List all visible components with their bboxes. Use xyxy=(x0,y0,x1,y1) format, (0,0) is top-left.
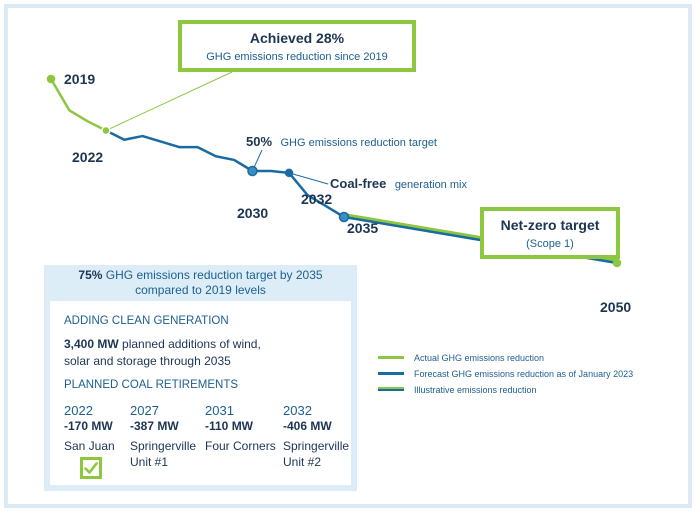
annotation-50-percent: 50% GHG emissions reduction target xyxy=(246,133,437,150)
label-2032: 2032 xyxy=(301,191,332,207)
checkmark-glyph xyxy=(84,462,98,474)
legend-swatch-forecast xyxy=(378,372,404,375)
annotation-coal-free-bold: Coal-free xyxy=(330,176,386,191)
plant-mw: -387 MW xyxy=(130,419,179,433)
plant-mw: -170 MW xyxy=(64,419,113,433)
label-2035: 2035 xyxy=(347,220,378,236)
plant-name-line2: Unit #1 xyxy=(130,455,169,469)
plant-mw: -406 MW xyxy=(283,419,332,433)
netzero-title: Net-zero target xyxy=(500,217,600,233)
targets-panel: 75% GHG emissions reduction target by 20… xyxy=(44,265,357,491)
checkmark-icon xyxy=(80,457,102,479)
chart-labels: 2019 2022 2030 2032 2035 2050 50% GHG em… xyxy=(64,71,631,315)
plant-name: San Juan xyxy=(64,439,115,453)
label-2030: 2030 xyxy=(237,205,268,221)
legend-item-actual: Actual GHG emissions reduction xyxy=(378,352,668,368)
point-2050 xyxy=(612,258,622,268)
chart-markers xyxy=(46,74,622,268)
panel-header-line2: compared to 2019 levels xyxy=(135,283,266,297)
legend-label-illustrative: Illustrative emissions reduction xyxy=(414,385,537,395)
plant-springerville-1: 2027 -387 MW Springerville Unit #1 xyxy=(130,403,210,470)
plant-name-line1: Springerville xyxy=(130,439,197,453)
plant-name-line2: Unit #2 xyxy=(283,455,322,469)
netzero-subtitle: (Scope 1) xyxy=(526,238,574,250)
outer-frame xyxy=(4,4,692,508)
label-2022: 2022 xyxy=(72,149,103,165)
plant-year: 2031 xyxy=(205,403,234,418)
point-2030 xyxy=(247,165,258,177)
legend-swatch-illustrative xyxy=(378,387,404,391)
plant-year: 2022 xyxy=(64,403,93,418)
legend-label-actual: Actual GHG emissions reduction xyxy=(414,353,545,363)
coal-free-connector xyxy=(288,172,329,185)
achieved-callout: Achieved 28% GHG emissions reduction sin… xyxy=(178,20,416,72)
legend-swatch-actual xyxy=(378,356,404,359)
point-2019 xyxy=(46,74,56,84)
legend-item-illustrative: Illustrative emissions reduction xyxy=(378,384,668,400)
annotation-50-bold: 50% xyxy=(246,134,272,149)
panel-header-bold: 75% xyxy=(78,268,103,282)
plant-name: Four Corners xyxy=(205,439,276,453)
plant-name: Springerville Unit #2 xyxy=(283,438,363,470)
panel-header: 75% GHG emissions reduction target by 20… xyxy=(44,265,357,301)
point-2032 xyxy=(284,168,294,178)
plant-year: 2032 xyxy=(283,403,312,418)
legend-label-forecast: Forecast GHG emissions reduction as of J… xyxy=(414,369,634,379)
clean-generation-mw: 3,400 MW xyxy=(64,337,119,351)
achieved-subtitle: GHG emissions reduction since 2019 xyxy=(206,51,388,63)
plant-san-juan: 2022 -170 MW San Juan xyxy=(64,403,144,454)
achieved-connector xyxy=(105,71,233,131)
annotation-coal-free: Coal-free generation mix xyxy=(330,175,467,192)
panel-body: ADDING CLEAN GENERATION 3,400 MW planned… xyxy=(50,301,351,485)
annotation-50-text: GHG emissions reduction target xyxy=(280,137,437,149)
label-2019: 2019 xyxy=(64,71,95,87)
series-forecast-line xyxy=(105,129,618,265)
clean-generation-line2: solar and storage through 2035 xyxy=(64,354,231,368)
plant-name: Springerville Unit #1 xyxy=(130,438,210,470)
clean-generation-line1: planned additions of wind, xyxy=(122,337,261,351)
label-2050: 2050 xyxy=(600,299,631,315)
plant-name-line1: Springerville xyxy=(283,439,350,453)
plant-four-corners: 2031 -110 MW Four Corners xyxy=(205,403,285,454)
series-actual-line xyxy=(49,78,107,132)
panel-header-line1: GHG emissions reduction target by 2035 xyxy=(105,268,323,282)
point-2035 xyxy=(338,211,350,223)
plant-springerville-2: 2032 -406 MW Springerville Unit #2 xyxy=(283,403,363,470)
annotation-coal-free-text: generation mix xyxy=(395,179,468,191)
plant-mw: -110 MW xyxy=(205,419,254,433)
netzero-callout: Net-zero target (Scope 1) xyxy=(480,207,620,259)
point-2022 xyxy=(101,125,111,136)
chart-legend: Actual GHG emissions reduction Forecast … xyxy=(378,352,668,400)
clean-generation-label: ADDING CLEAN GENERATION xyxy=(64,315,229,327)
achieved-title: Achieved 28% xyxy=(249,30,345,46)
coal-retirements-label: PLANNED COAL RETIREMENTS xyxy=(64,379,239,391)
legend-item-forecast: Forecast GHG emissions reduction as of J… xyxy=(378,368,668,384)
plant-year: 2027 xyxy=(130,403,159,418)
clean-generation-text: 3,400 MW planned additions of wind, sola… xyxy=(64,336,324,370)
